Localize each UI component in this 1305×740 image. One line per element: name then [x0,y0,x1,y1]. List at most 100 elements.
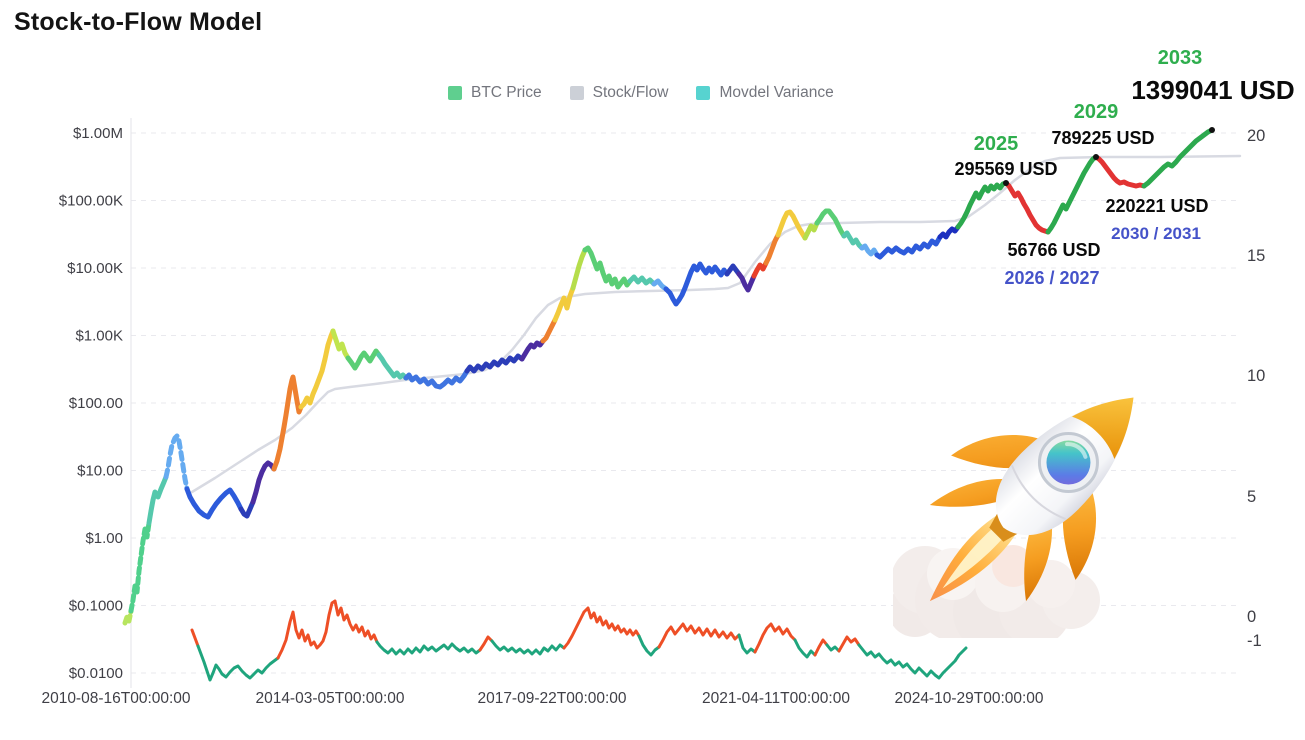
series-model-variance [657,622,741,649]
legend-swatch [569,86,584,100]
series-model-variance [276,599,379,660]
legend-label: BTC Price [471,84,542,101]
page-title: Stock-to-Flow Model [14,8,263,36]
series-btc-price [298,328,336,410]
series-model-variance [813,638,829,657]
series-btc-price [814,208,847,239]
series-btc-price [403,368,470,390]
series-btc-price [1045,154,1099,235]
series-model-variance [637,634,661,657]
x-tick: 2010-08-16T00:00:00 [41,690,190,707]
series-btc-price [122,608,134,626]
series-model-variance [190,628,200,648]
series-btc-price [1093,154,1147,189]
series-model-variance [737,633,757,655]
series-model-variance [837,635,861,653]
y-right-tick: -1 [1247,632,1262,650]
legend-swatch [696,86,711,100]
legend-label: Stock/Flow [592,84,669,101]
peak-marker [1003,180,1009,186]
annotation-label: 2026 / 2027 [1004,268,1099,288]
series-btc-price [763,232,781,266]
series-btc-price [345,348,382,371]
x-tick: 2021-04-11T00:00:00 [702,690,850,707]
series-model-variance [857,643,968,680]
series-btc-price [775,209,808,241]
series-btc-price [238,499,256,519]
series-btc-price [184,486,244,520]
peak-marker [1093,154,1099,160]
chart-legend: BTC Price Stock/Flow Movdel Variance [448,84,834,102]
series-model-variance [375,640,482,656]
legend-item-movdel-variance[interactable]: Movdel Variance [696,84,834,102]
legend-label: Movdel Variance [719,84,834,101]
series-model-variance [196,644,280,682]
annotation-label: 2025 [974,133,1019,155]
series-btc-price [841,230,865,251]
series-btc-price [955,180,1009,230]
series-btc-price [874,234,943,260]
series-btc-price [724,263,742,277]
y-right-tick: 15 [1247,247,1265,265]
series-btc-price [552,285,576,323]
series-stock-flow [190,154,1242,494]
series-model-variance [562,606,641,650]
series-btc-price [1141,127,1215,189]
series-btc-price [330,328,351,361]
y-left-tick: $1.00M [73,125,123,142]
series-btc-price [627,274,657,287]
series-btc-price [663,261,730,307]
series-model-variance [793,638,817,659]
annotation-label: 295569 USD [954,159,1057,179]
series-btc-price [519,338,546,362]
y-left-tick: $100.00K [59,193,123,210]
series-btc-price [582,245,633,290]
series-model-variance [478,635,494,652]
series-btc-price [859,243,880,258]
series-btc-price [376,352,409,381]
y-right-tick: 5 [1247,488,1256,506]
annotation-label: 789225 USD [1051,128,1154,148]
y-right-tick: 0 [1247,608,1256,626]
series-btc-price [570,247,588,291]
y-left-tick: $10.00 [77,463,123,480]
series-btc-price [937,224,961,240]
legend-swatch [448,86,462,100]
series-btc-price [540,317,558,344]
annotation-label: 2029 [1074,101,1119,123]
y-left-tick: $1.00K [75,328,123,345]
series-btc-price [802,220,820,241]
annotation-label: 220221 USD [1105,196,1208,216]
series-btc-price [271,374,304,472]
y-left-tick: $0.0100 [69,665,123,682]
legend-item-stock-flow[interactable]: Stock/Flow [569,84,669,102]
series-btc-price [250,460,277,505]
x-tick: 2017-09-22T00:00:00 [477,690,626,707]
series-model-variance [753,622,797,654]
series-model-variance [490,639,566,656]
peak-marker [1209,127,1215,133]
series-btc-price [146,474,169,526]
annotation-label: 2030 / 2031 [1111,224,1201,243]
series-btc-price [163,433,190,492]
y-left-tick: $0.1000 [69,598,123,615]
x-tick: 2024-10-29T00:00:00 [894,690,1043,707]
legend-item-btc-price[interactable]: BTC Price [448,84,542,102]
series-btc-price [464,353,525,374]
y-right-tick: 20 [1247,127,1265,145]
annotation-label: 1399041 USD [1131,75,1294,105]
y-right-tick: 10 [1247,367,1265,385]
x-tick: 2014-03-05T00:00:00 [255,690,404,707]
y-left-tick: $10.00K [67,260,123,277]
series-btc-price [128,520,152,614]
y-left-tick: $100.00 [69,395,123,412]
series-btc-price [751,260,769,279]
series-btc-price [736,271,757,293]
annotation-label: 56766 USD [1007,240,1100,260]
series-btc-price [1003,180,1051,235]
y-left-tick: $1.00 [85,530,123,547]
annotation-label: 2033 [1158,47,1203,69]
series-model-variance [825,643,841,653]
